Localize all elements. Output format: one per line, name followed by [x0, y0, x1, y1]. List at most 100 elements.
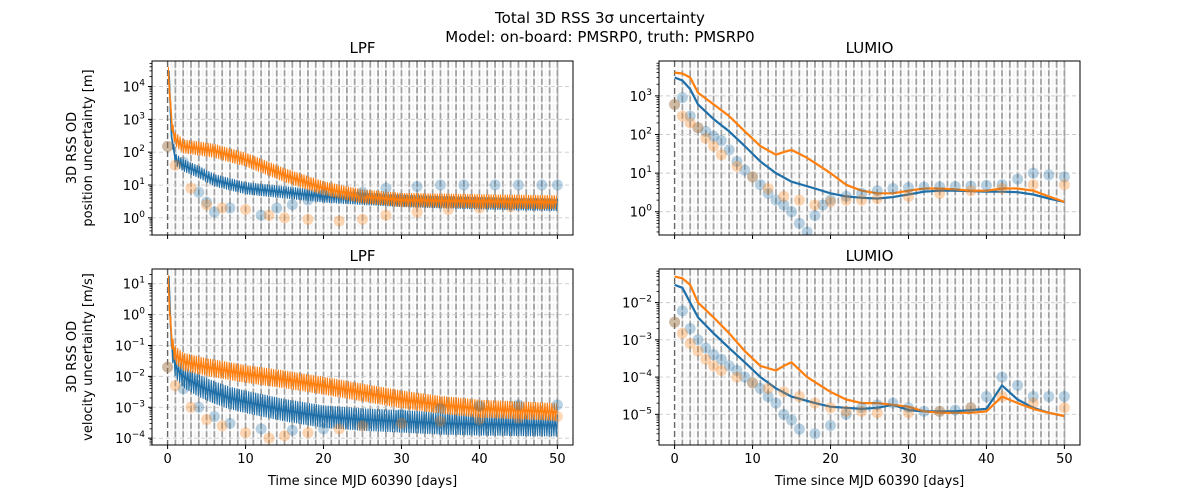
scatter-point: [871, 407, 883, 419]
scatter-point: [201, 414, 213, 426]
y-tick-label: 101: [123, 177, 145, 194]
scatter-point: [162, 140, 174, 152]
scatter-point: [380, 182, 392, 194]
scatter-point: [934, 405, 946, 417]
scatter-point: [980, 391, 992, 403]
series-line: [674, 275, 1065, 418]
scatter-point: [434, 179, 446, 191]
scatter-point: [411, 206, 423, 218]
scatter-point: [240, 427, 252, 439]
scatter-point: [551, 411, 563, 423]
scatter-point: [747, 171, 759, 183]
series-trend-line: [168, 286, 558, 427]
scatter-point: [762, 391, 774, 403]
scatter-point: [395, 408, 407, 420]
scatter-point: [762, 187, 774, 199]
series-line: [167, 66, 558, 210]
x-tick-label: 10: [237, 452, 254, 467]
scatter-point: [739, 164, 751, 176]
scatter-point: [434, 403, 446, 415]
y-tick-label: 100: [123, 307, 146, 324]
scatter-point: [263, 209, 275, 221]
scatter-point: [723, 360, 735, 372]
y-tick-label: 101: [630, 165, 652, 182]
scatter-point: [536, 199, 548, 211]
y-tick-label: 10−3: [115, 399, 145, 416]
scatter-point: [887, 397, 899, 409]
scatter-point: [473, 414, 485, 426]
scatter-point: [162, 140, 174, 152]
scatter-point: [825, 196, 837, 208]
scatter-point: [715, 353, 727, 365]
scatter-point: [551, 179, 563, 191]
scatter-point: [996, 371, 1008, 383]
y-tick-label: 101: [123, 276, 145, 293]
scatter-point: [747, 377, 759, 389]
scatter-point: [169, 380, 181, 392]
scatter-point: [856, 187, 868, 199]
scatter-point: [169, 159, 181, 171]
scatter-point: [216, 420, 228, 432]
plot-area: [659, 61, 1080, 235]
panel-title: LUMIO: [846, 247, 894, 265]
scatter-point: [770, 194, 782, 206]
scatter-point: [793, 423, 805, 435]
scatter-point: [676, 305, 688, 317]
scatter-point: [684, 337, 696, 349]
series-line: [168, 275, 558, 437]
scatter-point: [208, 206, 220, 218]
scatter-point: [216, 202, 228, 214]
scatter-point: [692, 122, 704, 134]
scatter-point: [1058, 171, 1070, 183]
axes-frame: [658, 268, 1081, 446]
scatter-point: [778, 408, 790, 420]
scatter-point: [700, 132, 712, 144]
scatter-point: [1058, 402, 1070, 414]
scatter-point: [357, 417, 368, 429]
scatter-point: [489, 179, 501, 191]
scatter-point: [177, 383, 189, 395]
scatter-point: [801, 226, 813, 235]
scatter-point: [786, 206, 798, 218]
scatter-point: [793, 194, 805, 206]
scatter-point: [512, 179, 524, 191]
scatter-point: [458, 179, 470, 191]
chart-panel-4: 10−5 10−4 10−3 10−2 0 10 20 30 40 50 LUMIO Time sin…: [622, 247, 1081, 489]
scatter-point: [856, 405, 868, 417]
scatter-point: [700, 342, 712, 354]
panel-title: LPF: [349, 247, 375, 265]
scatter-point: [1027, 397, 1039, 409]
x-tick-label: 40: [978, 452, 995, 467]
x-tick-label: 20: [822, 452, 839, 467]
scatter-point: [825, 194, 837, 206]
series-line: [674, 71, 1065, 203]
scatter-point: [669, 98, 681, 110]
scatter-point: [871, 399, 883, 411]
series-trend-line: [167, 283, 558, 413]
scatter-point: [731, 371, 743, 383]
scatter-point: [411, 181, 423, 193]
scatter-point: [871, 193, 883, 205]
scatter-point: [747, 171, 759, 183]
y-tick-label: 104: [123, 79, 146, 96]
scatter-point: [1012, 173, 1024, 185]
plot-area: [152, 269, 573, 445]
scatter-point: [715, 134, 727, 146]
scatter-point: [965, 402, 977, 414]
scatter-point: [193, 186, 205, 198]
x-tick-label: 30: [393, 452, 410, 467]
figure-title-line1: Total 3D RSS 3σ uncertainty: [494, 9, 705, 27]
series-line: [674, 76, 1065, 203]
x-tick-label: 0: [670, 452, 678, 467]
x-tick-label: 10: [744, 452, 761, 467]
scatter-point: [505, 201, 517, 213]
scatter-point: [918, 405, 930, 417]
scatter-point: [271, 202, 283, 214]
axes-frame: [658, 60, 1081, 236]
x-tick-label: 0: [163, 452, 171, 467]
y-tick-label: 10−1: [115, 338, 145, 355]
scatter-point: [263, 432, 275, 444]
y-tick-label: 10−3: [622, 332, 652, 349]
